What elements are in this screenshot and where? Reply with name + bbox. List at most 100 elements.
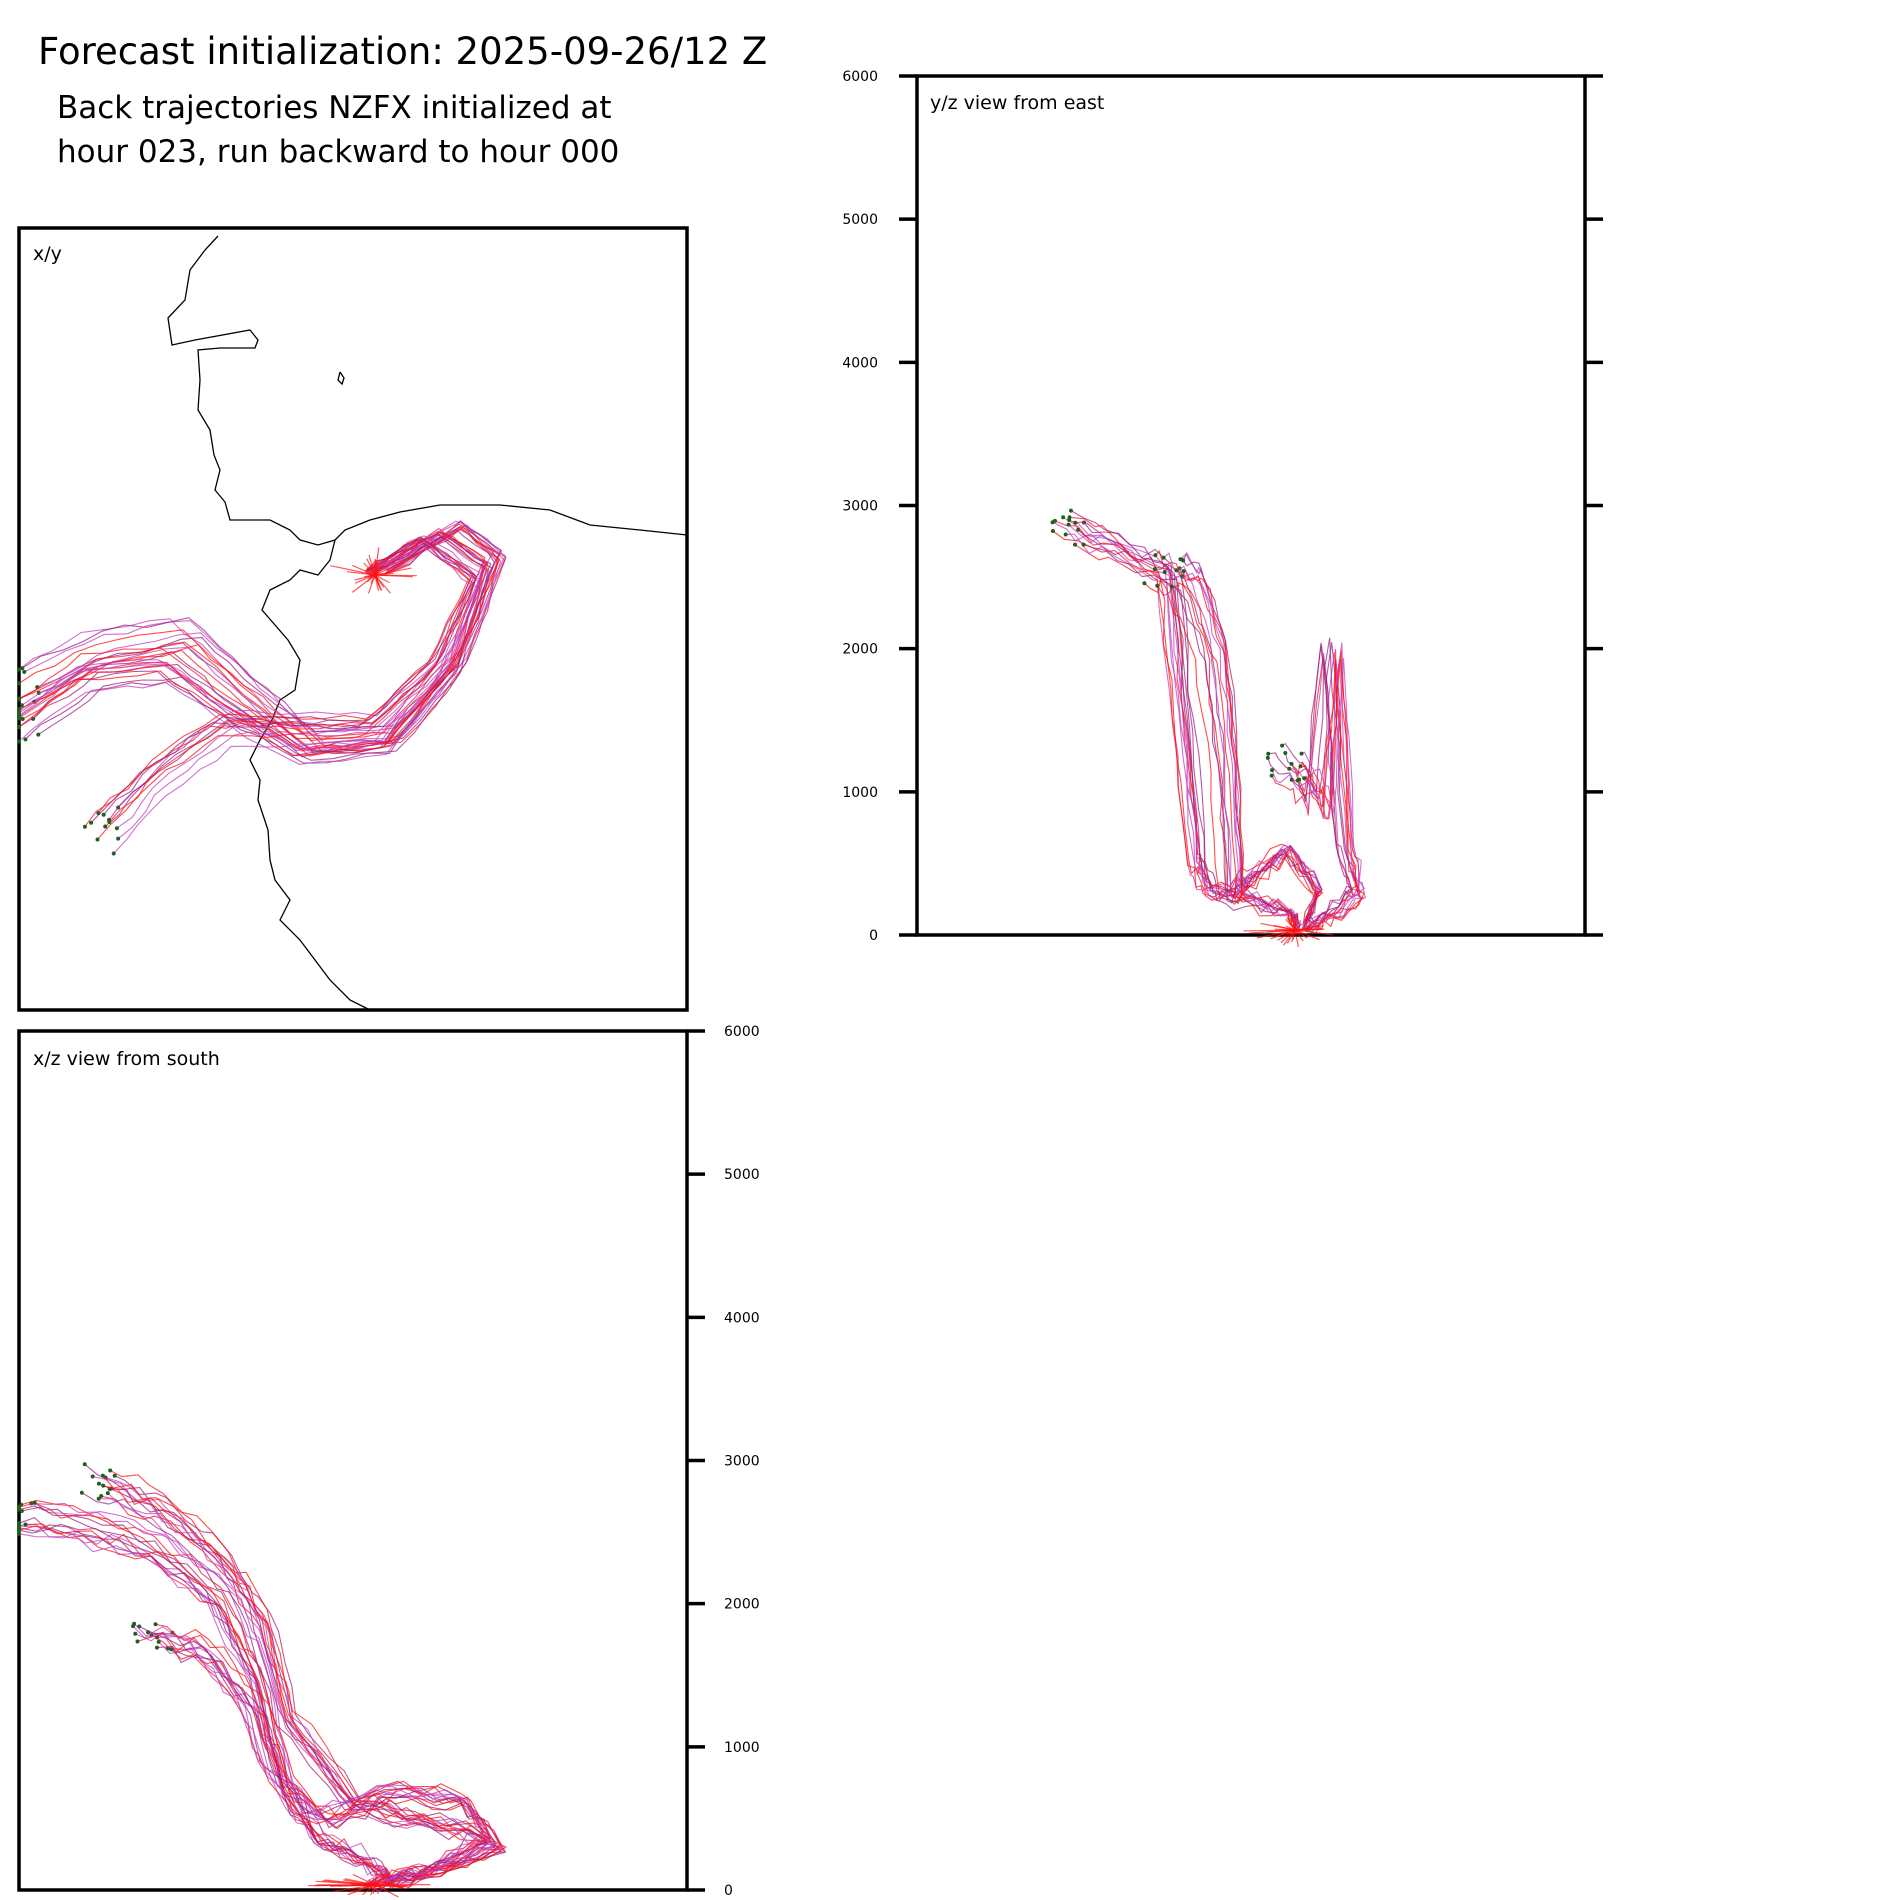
y-tick-label: 4000 <box>842 355 878 371</box>
trajectory-start-marker <box>108 1468 113 1473</box>
receptor-segment <box>374 564 388 576</box>
receptor-segment <box>374 564 383 576</box>
trajectory-start-marker <box>1153 553 1158 558</box>
receptor-segment <box>352 1873 376 1886</box>
receptor-segment <box>332 1884 376 1893</box>
trajectory-line <box>1083 544 1301 929</box>
trajectory-line <box>18 1533 393 1884</box>
receptor-segment <box>1290 913 1296 931</box>
trajectory-line <box>1054 520 1297 926</box>
trajectory-line <box>18 533 486 757</box>
receptor-segment <box>1294 923 1303 931</box>
trajectory-start-marker <box>1270 768 1275 773</box>
trajectory-line <box>170 1648 507 1887</box>
trajectory-line <box>1182 559 1323 923</box>
trajectory-start-marker <box>101 812 106 817</box>
y-tick-label: 6000 <box>724 1024 760 1040</box>
trajectory-line <box>36 524 507 744</box>
trajectory-line <box>104 539 476 827</box>
y-tick-label: 4000 <box>724 1310 760 1326</box>
trajectory-start-marker <box>135 1639 140 1644</box>
receptor-segment <box>1248 929 1296 934</box>
trajectory-start-marker <box>1174 568 1179 573</box>
trajectory-start-marker <box>1289 761 1294 766</box>
yz-trajectories <box>1050 508 1366 948</box>
receptor-segment <box>374 1884 385 1890</box>
xy-trajectories <box>17 520 507 856</box>
receptor-segment <box>1274 929 1296 938</box>
trajectory-start-marker <box>154 1645 159 1650</box>
receptor-segment <box>368 554 376 576</box>
y-tick-label: 1000 <box>724 1740 760 1756</box>
trajectory-line <box>21 1506 394 1882</box>
trajectory-start-marker <box>1066 522 1071 527</box>
trajectory-start-marker <box>1287 766 1292 771</box>
receptor-segment <box>1277 929 1296 941</box>
receptor-segment <box>374 1871 390 1886</box>
trajectory-line <box>1298 658 1365 932</box>
xz-frame <box>17 1029 689 1892</box>
trajectory-start-marker <box>146 1630 151 1635</box>
yz-axis: 0 1000 2000 3000 4000 5000 6000 <box>842 69 1603 944</box>
trajectory-start-marker <box>1067 515 1072 520</box>
trajectory-start-marker <box>17 696 21 701</box>
trajectory-start-marker <box>17 1505 21 1510</box>
receptor-segment <box>1285 918 1296 931</box>
receptor-segment <box>1273 924 1296 931</box>
trajectory-line <box>132 1625 496 1885</box>
trajectory-start-marker <box>1161 555 1166 560</box>
trajectory-line <box>1065 533 1298 928</box>
trajectory-line <box>102 1475 489 1882</box>
receptor-segment <box>1294 929 1334 936</box>
xz-trajectories <box>17 1462 508 1898</box>
xy-panel-label: x/y <box>33 243 62 265</box>
figure-subtitle-line2: hour 023, run backward to hour 000 <box>57 134 620 170</box>
trajectory-start-marker <box>1142 581 1147 586</box>
trajectory-start-marker <box>1081 542 1086 547</box>
trajectory-line <box>1171 581 1320 926</box>
yz-panel-label: y/z view from east <box>930 92 1104 114</box>
y-tick-label: 5000 <box>724 1167 760 1183</box>
trajectory-line <box>25 1523 395 1883</box>
trajectory-start-marker <box>23 1522 28 1527</box>
trajectory-line <box>90 538 472 824</box>
y-tick-label: 2000 <box>724 1597 760 1613</box>
trajectory-start-marker <box>17 724 21 729</box>
coastline <box>167 235 688 1011</box>
receptor-segment <box>374 574 413 578</box>
receptor-segment <box>370 1884 376 1896</box>
receptor-segment <box>364 574 376 578</box>
trajectory-start-marker <box>19 703 24 708</box>
trajectory-start-marker <box>17 716 21 721</box>
xz-axis: 0 1000 2000 3000 4000 5000 6000 <box>687 1024 760 1899</box>
trajectory-line <box>1180 551 1323 923</box>
trajectory-line <box>98 1498 488 1888</box>
trajectory-start-marker <box>90 1474 95 1479</box>
trajectory-start-marker <box>32 1500 37 1505</box>
trajectory-start-marker <box>17 667 21 672</box>
trajectory-start-marker <box>100 1473 105 1478</box>
trajectory-start-marker <box>17 1531 21 1536</box>
y-tick-label: 2000 <box>842 642 878 658</box>
trajectory-line <box>117 542 481 840</box>
trajectory-line <box>1156 584 1317 927</box>
trajectory-line <box>37 535 494 761</box>
coastline-south <box>249 539 371 1011</box>
receptor-segment <box>374 567 412 576</box>
y-tick-label: 6000 <box>842 69 878 85</box>
trajectory-start-marker <box>95 837 100 842</box>
xz-panel-label: x/z view from south <box>33 1048 220 1070</box>
receptor-segment <box>1294 927 1322 931</box>
trajectory-start-marker <box>1068 508 1073 513</box>
trajectory-start-marker <box>23 737 28 742</box>
trajectory-line <box>18 536 488 765</box>
receptor-segment <box>374 559 377 576</box>
trajectory-line <box>81 1492 483 1884</box>
trajectory-line <box>22 520 502 732</box>
trajectory-line <box>1291 658 1362 932</box>
trajectory-start-marker <box>17 1528 21 1533</box>
trajectory-start-marker <box>1266 751 1271 756</box>
yz-frame <box>915 74 1587 937</box>
receptor-segment <box>1256 929 1296 939</box>
trajectory-start-marker <box>112 1473 117 1478</box>
